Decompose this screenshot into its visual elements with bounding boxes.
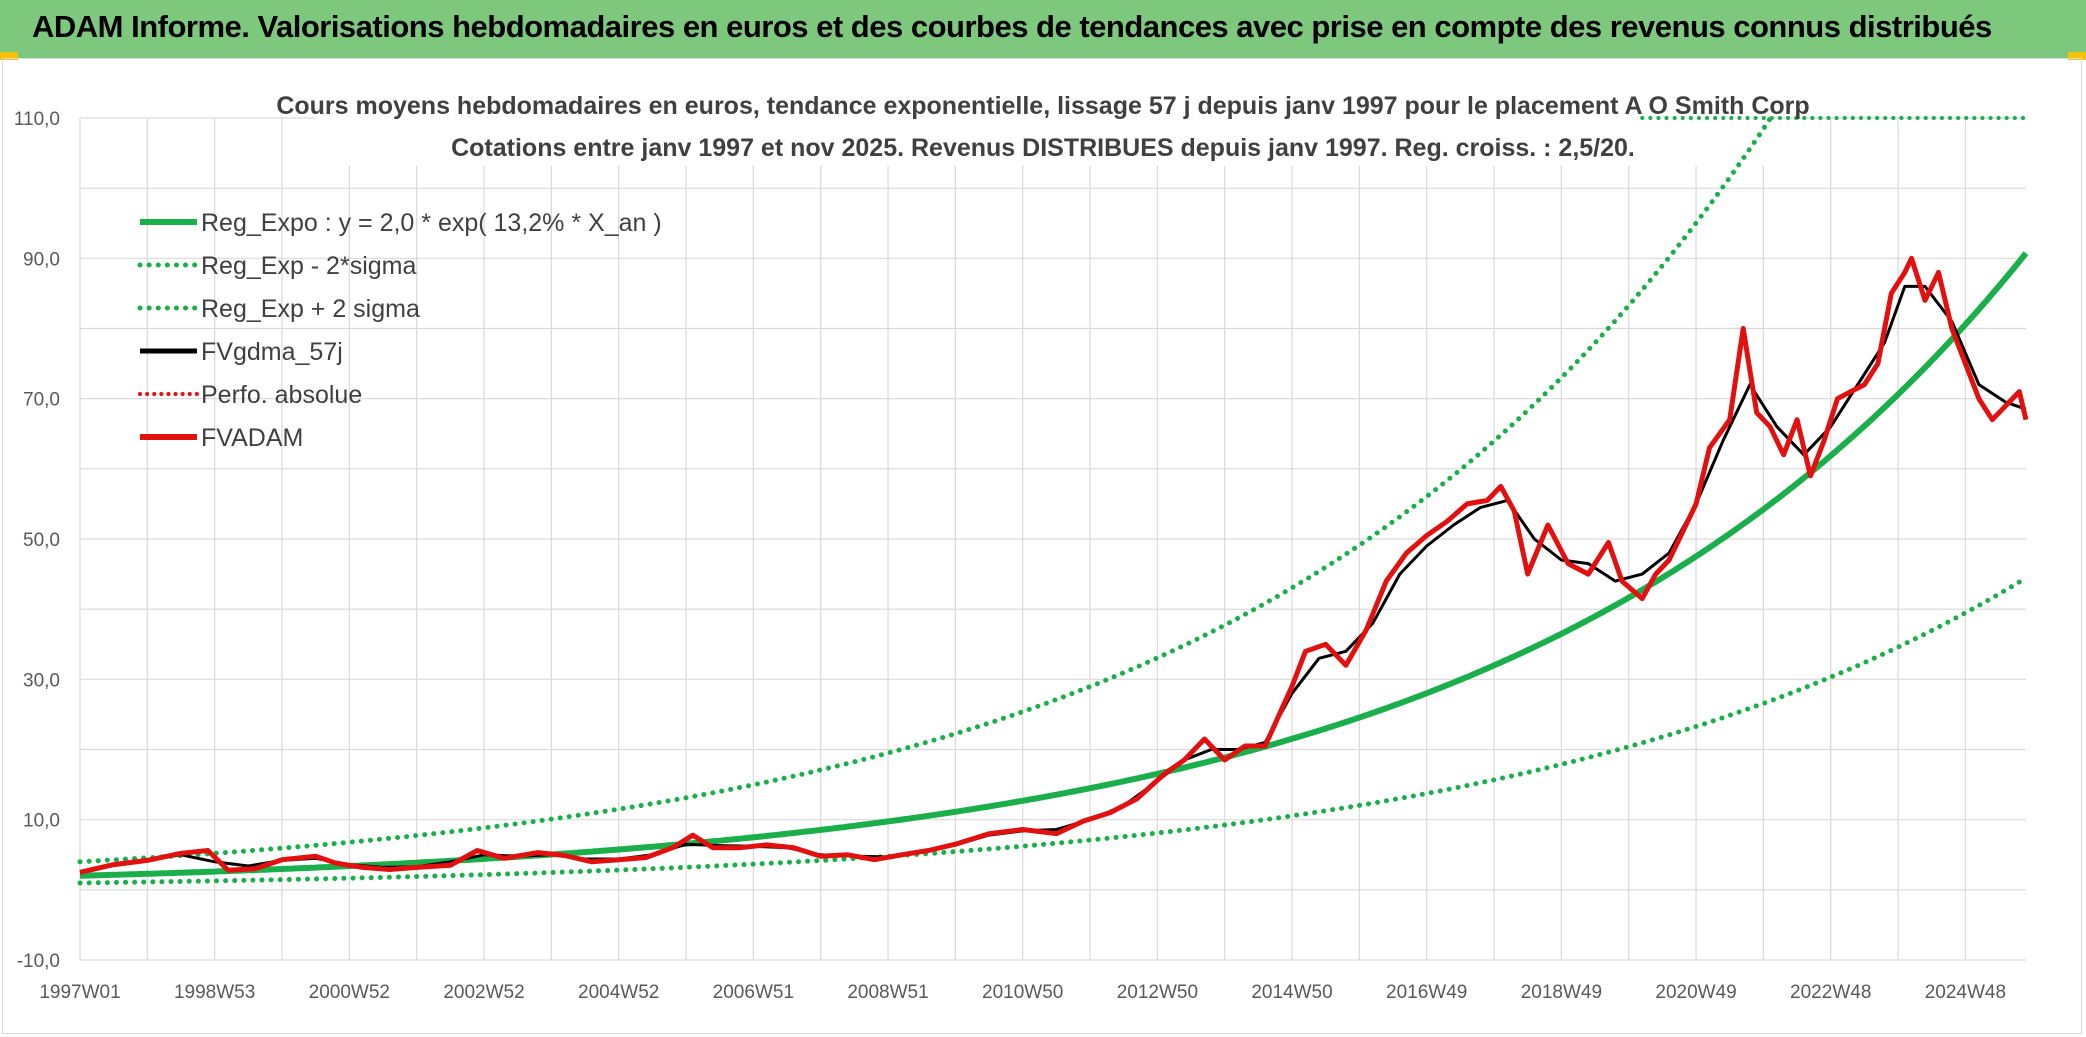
y-tick-label: 70,0 xyxy=(23,390,60,411)
y-tick-label: 110,0 xyxy=(14,109,60,130)
legend-label: Reg_Exp + 2 sigma xyxy=(201,295,420,323)
legend-label: FVgdma_57j xyxy=(201,338,343,366)
y-tick-label: 50,0 xyxy=(23,530,60,551)
x-tick-label: 2008W51 xyxy=(847,982,928,1003)
series-reg-exp-minus-2-sigma xyxy=(77,575,2029,886)
report-banner: ADAM Informe. Valorisations hebdomadaire… xyxy=(0,0,2086,58)
corner-mark-left xyxy=(0,52,18,60)
x-tick-label: 2016W49 xyxy=(1386,982,1467,1003)
y-tick-label: 90,0 xyxy=(23,249,60,270)
legend: Reg_Expo : y = 2,0 * exp( 13,2% * X_an )… xyxy=(137,209,662,452)
chart-title: Cours moyens hebdomadaires en euros, ten… xyxy=(276,92,1809,120)
x-tick-label: 2018W49 xyxy=(1521,982,1602,1003)
chart-frame xyxy=(2,58,2082,1034)
legend-label: Perfo. absolue xyxy=(201,381,362,409)
y-axis-ticks: 110,0 90,0 70,0 50,0 30,0 10,0 -10,0 xyxy=(14,109,60,972)
grid xyxy=(79,117,2026,961)
x-tick-label: 2014W50 xyxy=(1251,982,1332,1003)
x-tick-label: 2022W48 xyxy=(1790,982,1871,1003)
series-reg-exp-plus-2-sigma xyxy=(77,116,1773,865)
chart-subtitle: Cotations entre janv 1997 et nov 2025. R… xyxy=(451,134,1635,162)
x-tick-label: 2004W52 xyxy=(578,982,659,1003)
x-tick-label: 2006W51 xyxy=(713,982,794,1003)
series xyxy=(77,116,2029,886)
x-tick-label: 2010W50 xyxy=(982,982,1063,1003)
legend-label: Reg_Exp - 2*sigma xyxy=(201,252,416,280)
x-tick-label: 2020W49 xyxy=(1655,982,1736,1003)
legend-label: Reg_Expo : y = 2,0 * exp( 13,2% * X_an ) xyxy=(201,209,662,237)
series-reg-expo xyxy=(79,251,2029,879)
x-axis-ticks: 1997W01 1998W53 2000W52 2002W52 2004W52 2006W… xyxy=(39,982,2006,1003)
x-tick-label: 2002W52 xyxy=(443,982,524,1003)
legend-label: FVADAM xyxy=(201,424,303,452)
title-backdrop xyxy=(315,86,1770,166)
x-tick-label: 1998W53 xyxy=(174,982,255,1003)
x-tick-label: 2012W50 xyxy=(1117,982,1198,1003)
y-tick-label: 10,0 xyxy=(23,811,60,832)
corner-mark-right xyxy=(2068,52,2086,60)
y-tick-label: 30,0 xyxy=(23,670,60,691)
y-tick-label: -10,0 xyxy=(17,951,60,972)
x-tick-label: 2000W52 xyxy=(309,982,390,1003)
report-title: ADAM Informe. Valorisations hebdomadaire… xyxy=(32,9,1992,44)
x-tick-label: 2024W48 xyxy=(1925,982,2006,1003)
series-fvadam xyxy=(79,255,2029,875)
x-tick-label: 1997W01 xyxy=(39,982,120,1003)
